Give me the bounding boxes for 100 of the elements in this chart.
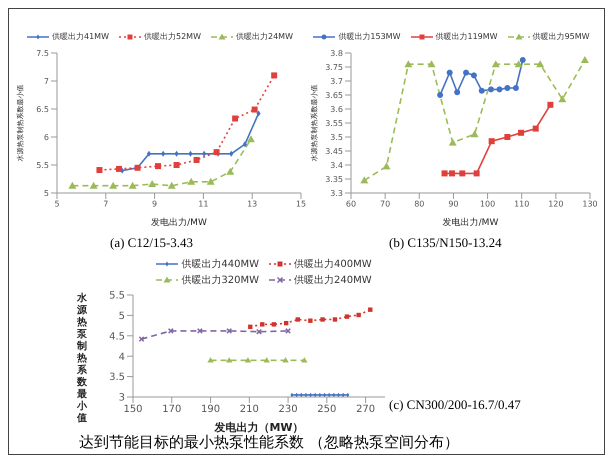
point <box>282 357 289 362</box>
text: (b) C135/N150-13.24 <box>389 235 502 251</box>
point <box>459 170 466 176</box>
x-tick-label: 250 <box>317 404 336 416</box>
point <box>68 182 76 189</box>
point <box>474 170 480 176</box>
point <box>256 110 261 116</box>
point <box>470 72 477 78</box>
point <box>272 322 276 327</box>
point <box>116 166 122 172</box>
text: (c) CN300/200-16.7/0.47 <box>389 397 521 413</box>
point <box>128 182 137 189</box>
point <box>308 318 313 323</box>
point <box>295 392 298 397</box>
point <box>448 138 457 146</box>
x-tick-label: 190 <box>200 404 220 416</box>
point <box>174 162 180 168</box>
legend-label: 供暖出力52MW <box>144 31 201 42</box>
y-tick-label: 7 <box>44 76 49 86</box>
point <box>547 102 554 108</box>
legend-label: 供暖出力400MW <box>294 258 372 271</box>
point <box>309 392 312 397</box>
x-tick-label: 9 <box>152 200 158 209</box>
x-tick-label: 7 <box>103 200 108 209</box>
text: 水源热泵制热系数最小值 <box>77 293 87 424</box>
y-tick-label: 5 <box>118 310 125 322</box>
point <box>155 163 162 170</box>
x-tick-label: 230 <box>278 404 298 416</box>
point <box>536 60 544 68</box>
point <box>168 182 176 189</box>
point <box>138 336 144 342</box>
y-tick-label: 3 <box>118 392 125 404</box>
point <box>187 178 196 185</box>
point <box>207 357 214 362</box>
point <box>488 138 495 144</box>
y-tick-label: 3.7 <box>330 76 343 86</box>
point <box>454 89 460 96</box>
x-tick-label: 5 <box>54 200 60 209</box>
point <box>226 357 232 362</box>
point <box>404 60 412 68</box>
y-tick-label: 6.5 <box>36 104 49 114</box>
point <box>290 392 294 397</box>
point <box>300 392 303 397</box>
point <box>260 322 264 327</box>
legend-label: 供暖出力24MW <box>236 31 293 42</box>
point <box>368 307 372 312</box>
point <box>109 182 118 189</box>
legend-label: 供暖出力41MW <box>52 31 109 42</box>
point <box>244 357 252 362</box>
x-tick-label: 170 <box>162 404 182 416</box>
y-tick-label: 4 <box>118 352 125 363</box>
point <box>256 328 262 335</box>
x-tick-label: 130 <box>582 200 598 209</box>
point <box>356 312 361 318</box>
point <box>271 72 278 78</box>
point <box>437 92 444 98</box>
legend-label: 供暖出力119MW <box>436 31 498 42</box>
y-tick-label: 4.5 <box>109 331 125 342</box>
point <box>284 320 288 326</box>
x-tick-label: 11 <box>198 200 208 209</box>
point <box>285 328 292 334</box>
point <box>580 56 589 63</box>
point <box>504 85 510 91</box>
point <box>442 170 448 176</box>
point <box>532 126 539 132</box>
point <box>96 167 102 174</box>
y-tick-label: 5.5 <box>36 160 49 170</box>
x-tick-label: 80 <box>414 200 424 209</box>
point <box>232 116 238 122</box>
x-tick-label: 70 <box>380 200 390 209</box>
point <box>344 314 350 319</box>
point <box>318 392 322 397</box>
point <box>428 60 436 68</box>
point <box>301 357 308 362</box>
point <box>252 106 258 113</box>
text: (a) C12/15-3.43 <box>110 235 194 251</box>
x-tick-label: 100 <box>480 200 496 209</box>
point <box>196 328 203 334</box>
y-tick-label: 3.55 <box>325 118 343 128</box>
x-tick-label: 270 <box>356 404 376 416</box>
y-tick-label: 6 <box>44 132 49 142</box>
y-tick-label: 3.45 <box>325 146 343 156</box>
point <box>248 324 252 330</box>
point <box>449 170 456 176</box>
point <box>470 130 479 138</box>
x-tick-label: 210 <box>240 404 259 416</box>
point <box>90 182 98 189</box>
point <box>558 95 566 102</box>
legend-label: 供暖出力95MW <box>532 31 590 42</box>
x-tick-label: 15 <box>296 200 306 209</box>
legend-label: 供暖出力240MW <box>294 274 372 287</box>
legend-label: 供暖出力153MW <box>338 31 400 42</box>
x-tick-label: 60 <box>346 200 356 209</box>
y-tick-label: 7.5 <box>36 48 49 58</box>
legend-label: 供暖出力320MW <box>181 274 259 287</box>
point <box>492 60 500 68</box>
point <box>463 70 470 76</box>
y-tick-label: 3.6 <box>330 104 343 114</box>
point <box>518 130 524 136</box>
y-tick-label: 5 <box>44 188 49 198</box>
